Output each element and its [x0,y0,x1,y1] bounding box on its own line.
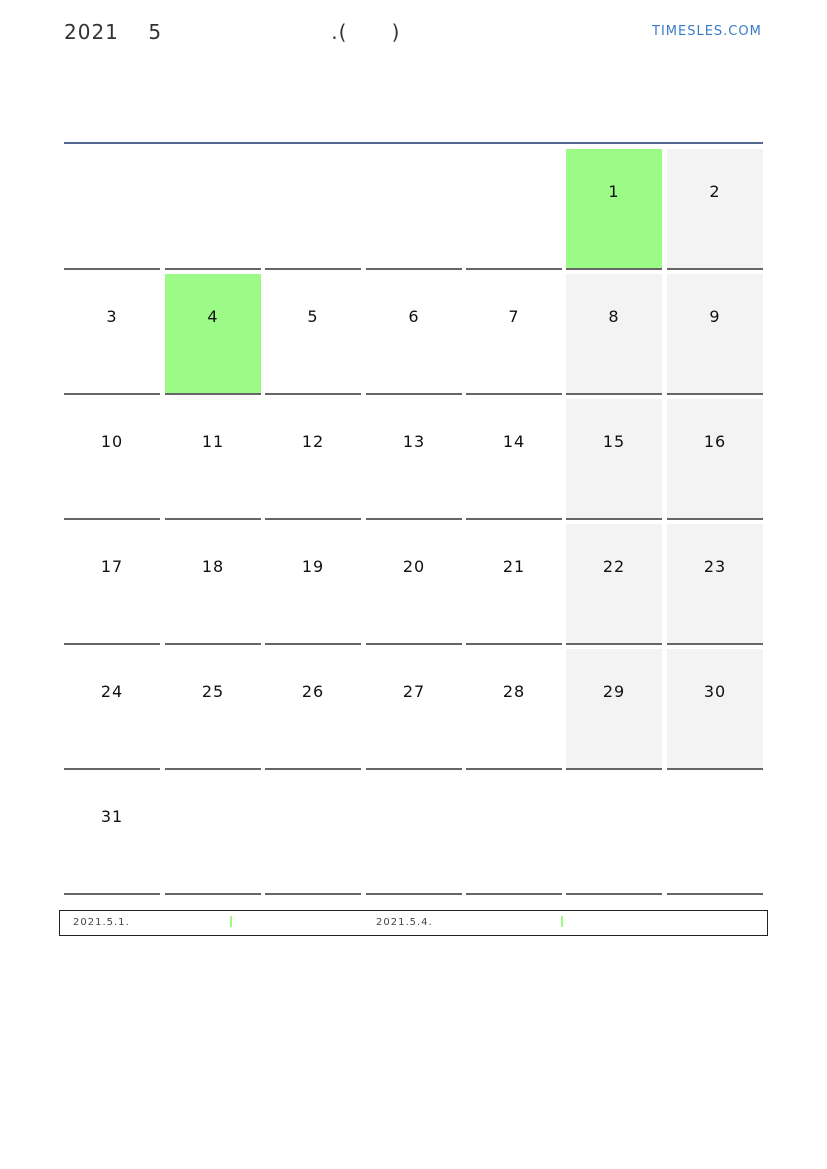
day-cell: 22 [566,524,662,645]
empty-cell [165,774,261,895]
note-date: 2021.5.1. [73,917,130,928]
day-cell: 2 [667,149,763,270]
empty-cell [566,774,662,895]
day-cell: 13 [366,399,462,520]
day-number: 19 [301,557,325,576]
page-title: 2021 5 .( ) [64,20,401,44]
day-cell: 19 [265,524,361,645]
day-cell: 29 [566,649,662,770]
day-number: 15 [602,432,626,451]
empty-cell [265,149,361,270]
day-cell: 20 [366,524,462,645]
day-number: 27 [402,682,426,701]
day-number: 23 [703,557,727,576]
holiday-marker [230,916,232,927]
day-number: 16 [703,432,727,451]
site-logo[interactable]: TIMESLES.COM [652,24,762,39]
day-cell: 15 [566,399,662,520]
day-number: 5 [307,307,319,326]
day-number: 28 [502,682,526,701]
day-number: 22 [602,557,626,576]
day-cell: 23 [667,524,763,645]
day-cell: 11 [165,399,261,520]
day-number: 20 [402,557,426,576]
day-number: 8 [608,307,620,326]
day-number: 26 [301,682,325,701]
day-cell: 28 [466,649,562,770]
day-cell: 16 [667,399,763,520]
day-number: 18 [201,557,225,576]
day-cell: 17 [64,524,160,645]
empty-cell [165,149,261,270]
day-number: 7 [508,307,520,326]
empty-cell [366,149,462,270]
day-number: 1 [608,182,620,201]
day-cell: 3 [64,274,160,395]
day-cell: 21 [466,524,562,645]
day-cell: 30 [667,649,763,770]
day-number: 29 [602,682,626,701]
day-cell: 25 [165,649,261,770]
day-number: 25 [201,682,225,701]
day-cell: 5 [265,274,361,395]
holiday-notes: 2021.5.1. 2021.5.4. [59,910,768,936]
day-cell: 24 [64,649,160,770]
day-number: 2 [709,182,721,201]
empty-cell [466,774,562,895]
empty-cell [265,774,361,895]
day-cell: 10 [64,399,160,520]
day-number: 13 [402,432,426,451]
day-number: 17 [100,557,124,576]
empty-cell [64,149,160,270]
note-date: 2021.5.4. [376,917,433,928]
day-number: 3 [106,307,118,326]
day-cell: 27 [366,649,462,770]
day-cell: 9 [667,274,763,395]
day-number: 4 [207,307,219,326]
day-cell: 7 [466,274,562,395]
day-cell: 26 [265,649,361,770]
day-number: 12 [301,432,325,451]
day-number: 9 [709,307,721,326]
day-number: 31 [100,807,124,826]
day-number: 24 [100,682,124,701]
day-number: 30 [703,682,727,701]
day-number: 21 [502,557,526,576]
day-cell: 1 [566,149,662,270]
day-cell: 18 [165,524,261,645]
day-number: 11 [201,432,225,451]
empty-cell [667,774,763,895]
day-cell: 6 [366,274,462,395]
header-rule [64,142,763,144]
day-cell: 8 [566,274,662,395]
day-cell: 14 [466,399,562,520]
day-cell: 31 [64,774,160,895]
day-cell: 12 [265,399,361,520]
day-number: 14 [502,432,526,451]
day-number: 6 [408,307,420,326]
day-number: 10 [100,432,124,451]
empty-cell [366,774,462,895]
day-cell: 4 [165,274,261,395]
empty-cell [466,149,562,270]
holiday-marker [561,916,563,927]
